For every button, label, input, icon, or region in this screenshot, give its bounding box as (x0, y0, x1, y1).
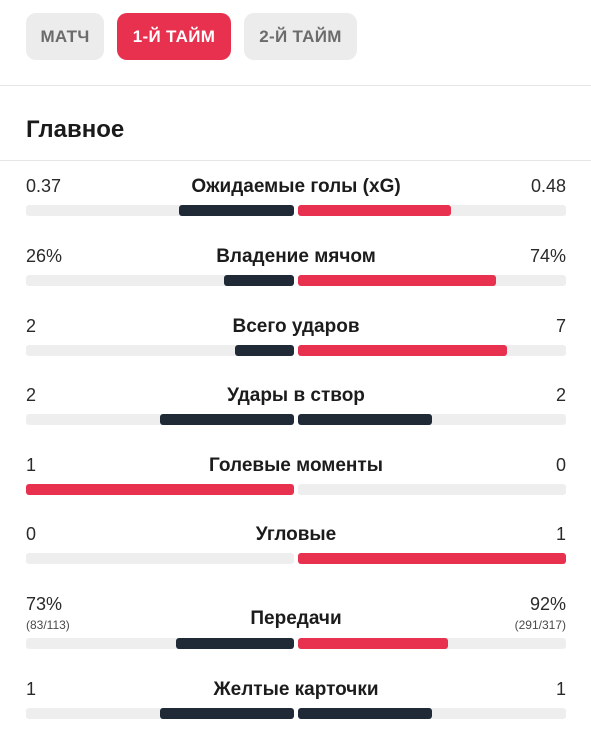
stat-home-value: 1 (26, 679, 37, 699)
stat-home-value: 2 (26, 316, 37, 336)
stat-away-value: 1 (555, 679, 566, 699)
stat-away-bar (298, 275, 497, 286)
stat-away-value: 0.48 (530, 176, 566, 196)
stat-away-bar-track (298, 638, 566, 649)
stat-row: 1 Желтые карточки 1 (26, 679, 566, 729)
stat-away-value: 92% (529, 594, 566, 614)
stat-away-bar-track (298, 414, 566, 425)
stat-away-bar-track (298, 553, 566, 564)
stat-home-bar (235, 345, 294, 356)
stat-home-value: 2 (26, 385, 37, 405)
stat-home-bar-track (26, 205, 294, 216)
stat-home-value: 0 (26, 524, 37, 544)
tab-match[interactable]: МАТЧ (26, 13, 104, 60)
stat-row: 2 Удары в створ 2 (26, 385, 566, 435)
stat-away-bar (298, 708, 432, 719)
stat-away-bar (298, 553, 566, 564)
stat-row: 2 Всего ударов 7 (26, 316, 566, 366)
stat-away-value: 7 (555, 316, 566, 336)
stat-away-bar-track (298, 708, 566, 719)
stat-away-bar-track (298, 345, 566, 356)
tab-first-half[interactable]: 1-Й ТАЙМ (117, 13, 231, 60)
stat-away-bar (298, 414, 432, 425)
stat-name: Передачи (250, 608, 342, 629)
stat-name: Всего ударов (232, 316, 360, 337)
stat-away-value: 74% (529, 246, 566, 266)
period-tabs: МАТЧ 1-Й ТАЙМ 2-Й ТАЙМ (26, 13, 357, 61)
stat-away-bar-track (298, 205, 566, 216)
stat-away-bar (298, 638, 449, 649)
stat-home-bar-track (26, 638, 294, 649)
stat-away-bar-track (298, 484, 566, 495)
stat-home-bar-track (26, 275, 294, 286)
stat-home-bar (224, 275, 294, 286)
stat-name: Желтые карточки (213, 679, 379, 700)
stat-name: Удары в створ (227, 385, 365, 406)
stat-away-value: 2 (555, 385, 566, 405)
stat-home-bar-track (26, 484, 294, 495)
stat-home-detail: (83/113) (26, 618, 70, 632)
stat-name: Владение мячом (216, 246, 376, 267)
stat-home-bar (160, 708, 294, 719)
stat-row: 0 Угловые 1 (26, 524, 566, 574)
stat-name: Ожидаемые голы (xG) (191, 176, 401, 197)
stat-row: 1 Голевые моменты 0 (26, 455, 566, 505)
stat-home-bar-track (26, 708, 294, 719)
tab-second-half[interactable]: 2-Й ТАЙМ (244, 13, 357, 60)
divider (0, 160, 591, 161)
stat-home-value: 0.37 (26, 176, 62, 196)
stat-away-bar (298, 205, 451, 216)
stat-home-bar-track (26, 553, 294, 564)
stat-home-bar (160, 414, 294, 425)
stat-row: 0.37 Ожидаемые голы (xG) 0.48 (26, 176, 566, 226)
section-title: Главное (26, 116, 125, 143)
divider (0, 85, 591, 86)
stat-home-value: 26% (26, 246, 63, 266)
stat-home-bar-track (26, 414, 294, 425)
stat-home-bar (26, 484, 294, 495)
stat-name: Угловые (255, 524, 337, 545)
stat-home-bar (178, 205, 294, 216)
stat-row: 73% Передачи 92% (83/113) (291/317) (26, 594, 566, 649)
stat-home-value: 73% (26, 594, 63, 614)
stat-away-detail: (291/317) (514, 618, 566, 632)
stat-away-bar (298, 345, 508, 356)
stat-away-value: 1 (555, 524, 566, 544)
stat-away-bar-track (298, 275, 566, 286)
stat-name: Голевые моменты (209, 455, 383, 476)
stat-home-bar (176, 638, 294, 649)
stat-home-bar-track (26, 345, 294, 356)
stat-home-value: 1 (26, 455, 37, 475)
stat-away-value: 0 (555, 455, 566, 475)
stat-row: 26% Владение мячом 74% (26, 246, 566, 296)
